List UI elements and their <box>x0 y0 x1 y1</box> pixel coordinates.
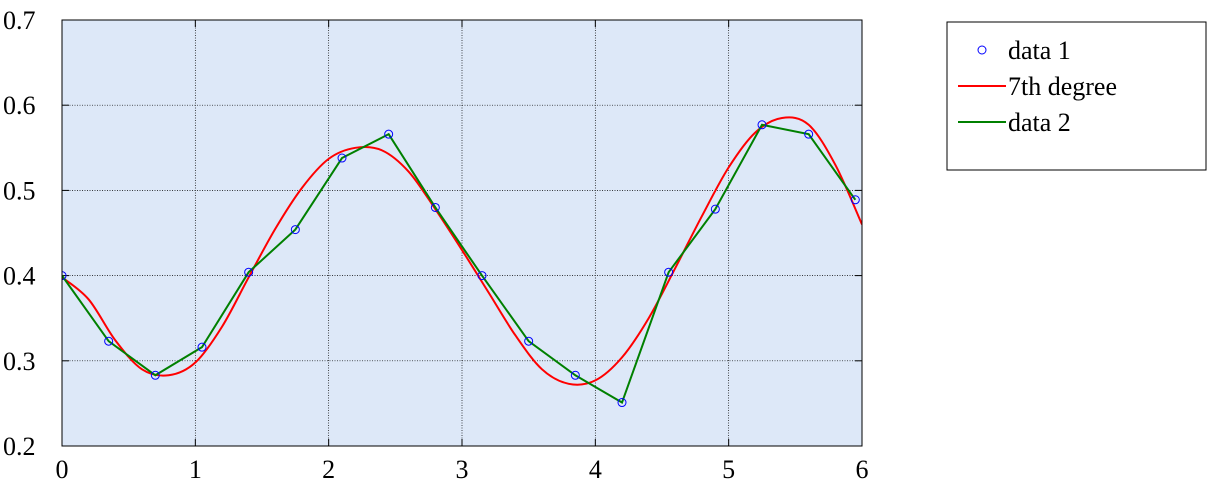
x-tick-label: 5 <box>722 455 735 484</box>
legend-marker-data-1 <box>977 45 987 55</box>
data-1-marker <box>664 267 674 277</box>
data-1-marker <box>804 129 814 139</box>
data-1-marker <box>524 336 534 346</box>
series-group <box>62 116 862 408</box>
x-tick-label: 6 <box>856 455 869 484</box>
data-1-marker <box>104 336 114 346</box>
legend: data 1 7th degree data 2 <box>946 21 1207 171</box>
data-1-marker <box>710 204 720 214</box>
data-1-marker <box>570 370 580 380</box>
x-tick-label: 1 <box>189 455 202 484</box>
x-tick-label: 2 <box>322 455 335 484</box>
data-1-marker <box>384 129 394 139</box>
fit-line-7th-degree <box>62 116 862 386</box>
y-tick-label: 0.2 <box>3 432 36 461</box>
data-1-marker <box>430 202 440 212</box>
plot-area: 0 1 2 3 4 5 6 0.2 0.3 0.4 0.5 0.6 0.7 <box>3 6 869 484</box>
y-tick-label: 0.6 <box>3 91 36 120</box>
legend-label: 7th degree <box>1008 72 1117 101</box>
legend-label: data 2 <box>1008 108 1071 137</box>
data-1-marker <box>290 225 300 235</box>
y-tick-label: 0.5 <box>3 176 36 205</box>
data-1-marker <box>337 153 347 163</box>
x-tick-label: 3 <box>456 455 469 484</box>
x-tick-label: 0 <box>56 455 69 484</box>
data-1-marker <box>244 267 254 277</box>
data-1-marker <box>197 342 207 352</box>
y-tick-label: 0.3 <box>3 347 36 376</box>
x-tick-label: 4 <box>589 455 602 484</box>
axes-frame <box>61 19 863 447</box>
y-tick-label: 0.4 <box>3 262 36 291</box>
data-1-marker <box>617 398 627 408</box>
data-2-line <box>62 123 857 405</box>
data-1-marker <box>62 271 67 281</box>
legend-box <box>946 21 1207 171</box>
data-1-marker <box>850 195 860 205</box>
legend-label: data 1 <box>1008 36 1071 65</box>
data-1-marker <box>150 370 160 380</box>
data-1-marker <box>477 271 487 281</box>
data-1-marker <box>757 120 767 130</box>
y-tick-label: 0.7 <box>3 6 36 35</box>
